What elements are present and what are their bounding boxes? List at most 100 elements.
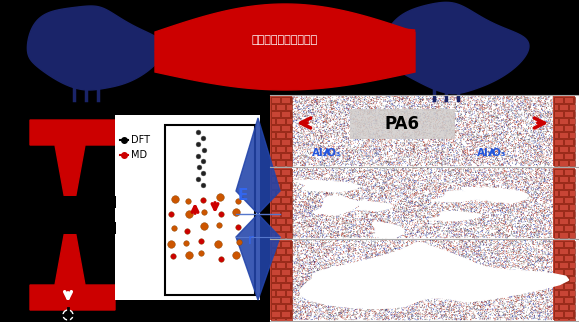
Point [428,128,438,133]
Point [367,143,376,148]
Point [480,234,489,239]
Point [394,170,403,175]
Point [332,176,341,181]
Point [305,297,314,302]
Point [327,285,336,290]
Point [400,142,409,147]
Point [422,298,431,303]
Point [354,182,364,187]
Point [424,244,434,249]
Point [405,162,414,167]
Point [396,311,405,316]
Point [515,312,524,317]
Point [346,189,356,194]
Point [404,277,413,282]
Point [461,172,470,177]
Point [518,289,527,294]
Point [538,155,547,160]
Point [405,294,415,299]
Point [416,199,425,204]
Point [356,128,365,133]
Point [372,246,381,251]
Point [529,128,538,133]
Point [439,114,449,119]
Point [321,213,330,218]
Point [343,279,353,284]
Point [427,265,436,270]
Point [440,231,449,236]
Point [511,122,520,127]
Point [299,227,309,232]
Point [299,170,308,175]
Point [485,153,494,158]
Point [523,158,532,163]
Point [492,227,501,232]
Point [410,193,419,198]
Point [389,108,398,113]
Point [534,280,544,285]
Point [380,180,389,185]
Point [399,202,408,207]
Point [371,115,380,120]
Point [408,229,417,234]
Point [470,286,479,291]
Point [470,315,479,320]
Point [321,131,331,136]
Point [439,158,449,164]
Point [490,306,500,311]
Point [305,262,314,267]
Point [369,274,378,279]
Point [304,270,313,275]
Point [417,274,426,279]
Point [298,309,307,315]
Point [315,314,324,319]
Point [530,304,540,309]
Point [370,173,379,178]
Point [316,242,325,247]
Point [380,276,389,281]
Point [378,292,387,298]
Point [425,178,434,183]
Point [400,282,409,287]
Point [394,229,403,234]
Point [405,259,415,264]
Point [390,149,400,154]
Point [290,310,299,316]
Point [335,120,345,125]
Point [371,150,380,155]
Point [393,292,402,297]
Point [538,221,547,226]
Point [290,135,299,140]
Point [484,95,493,100]
Point [425,295,434,300]
Point [461,109,471,115]
Point [412,269,422,274]
Point [381,314,390,319]
Point [317,132,327,137]
Point [336,163,346,168]
Point [486,297,495,302]
Point [380,224,390,229]
Point [347,272,356,277]
Point [534,278,543,283]
Point [363,297,372,302]
Point [464,204,474,209]
Point [404,177,413,182]
Point [445,245,454,251]
Point [492,303,501,308]
Point [496,152,505,157]
Point [437,281,446,286]
Point [405,292,414,298]
Point [470,304,479,309]
Point [478,228,488,233]
Point [345,317,354,322]
Point [515,147,525,153]
Point [432,249,441,254]
Point [453,279,462,284]
Point [540,200,549,205]
Point [478,109,488,115]
Point [499,243,508,249]
Point [296,252,306,257]
Point [533,115,542,120]
Point [384,117,394,122]
